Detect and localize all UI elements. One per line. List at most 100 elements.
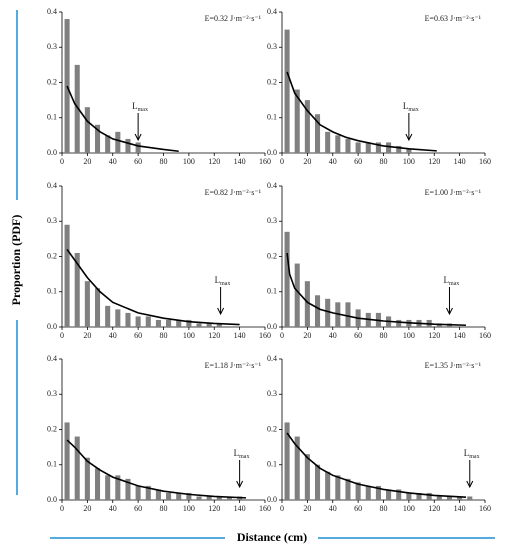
- y-tick-label: 0.3: [267, 42, 277, 51]
- lmax-label: Lmax: [234, 448, 250, 460]
- lmax-label: Lmax: [403, 101, 419, 113]
- y-tick-label: 0.4: [47, 354, 57, 363]
- x-tick-label: 80: [160, 157, 168, 166]
- x-tick-label: 160: [479, 331, 491, 340]
- bar: [304, 100, 310, 153]
- bar: [125, 478, 131, 500]
- bar: [226, 496, 233, 500]
- bar: [436, 323, 442, 327]
- bar: [325, 471, 331, 500]
- x-tick-label: 80: [160, 331, 168, 340]
- lmax-subscript: max: [239, 454, 249, 460]
- x-tick-label: 120: [428, 504, 440, 513]
- lmax-subscript: max: [408, 107, 418, 113]
- y-axis-title: Proportion (PDF): [9, 215, 23, 306]
- y-tick-label: 0.2: [47, 251, 57, 260]
- lmax-text: L: [215, 275, 221, 285]
- lmax-text: L: [132, 101, 138, 111]
- fit-curve: [286, 252, 466, 327]
- bar: [304, 454, 310, 500]
- bar: [314, 114, 321, 153]
- bar: [396, 489, 402, 500]
- bar: [365, 485, 371, 500]
- y-tick-label: 0.4: [267, 181, 277, 190]
- y-tick-label: 0.3: [267, 389, 277, 398]
- bar: [84, 107, 90, 153]
- fit-curve: [286, 71, 437, 152]
- y-tick-label: 0.1: [267, 287, 277, 296]
- annotation: E=0.32 J·m⁻²·s⁻¹: [205, 14, 262, 23]
- bar: [196, 496, 202, 500]
- lmax-subscript: max: [138, 107, 148, 113]
- x-tick-label: 100: [183, 504, 195, 513]
- bar: [166, 492, 172, 500]
- lmax-text: L: [234, 448, 240, 458]
- bar: [84, 457, 90, 500]
- y-tick-label: 0.3: [47, 216, 57, 225]
- lmax-text: L: [403, 101, 409, 111]
- y-tick-label: 0.3: [47, 42, 57, 51]
- bar: [64, 19, 70, 153]
- x-tick-label: 0: [280, 157, 284, 166]
- bar: [64, 422, 70, 500]
- bar: [396, 145, 402, 153]
- x-tick-label: 140: [454, 157, 466, 166]
- bar: [94, 124, 101, 153]
- bar: [345, 478, 351, 500]
- bar: [105, 305, 111, 327]
- annotation: E=0.82 J·m⁻²·s⁻¹: [205, 188, 262, 197]
- x-tick-label: 160: [259, 331, 271, 340]
- bar: [145, 485, 151, 500]
- lmax-subscript: max: [469, 454, 479, 460]
- x-tick-label: 40: [329, 504, 337, 513]
- bar: [345, 138, 351, 153]
- bar: [335, 135, 341, 153]
- fit-curve: [66, 248, 240, 326]
- x-tick-label: 40: [109, 331, 117, 340]
- fit-curve: [66, 439, 247, 499]
- y-tick-label: 0.1: [47, 113, 57, 122]
- bar: [105, 475, 111, 500]
- x-tick-label: 80: [380, 504, 388, 513]
- bar: [94, 468, 101, 500]
- bar: [284, 29, 290, 153]
- y-tick-label: 0.2: [47, 77, 57, 86]
- x-tick-label: 160: [259, 504, 271, 513]
- lmax-label: Lmax: [132, 101, 148, 113]
- bar: [125, 138, 131, 153]
- x-tick-label: 120: [208, 504, 220, 513]
- lmax-text: L: [443, 275, 449, 285]
- annotation: E=1.00 J·m⁻²·s⁻¹: [425, 188, 482, 197]
- bar: [345, 302, 351, 327]
- x-tick-label: 20: [303, 157, 311, 166]
- bar: [406, 149, 412, 153]
- bar: [64, 224, 70, 327]
- x-tick-label: 100: [183, 331, 195, 340]
- bar: [416, 492, 422, 500]
- bar: [446, 496, 453, 500]
- y-tick-label: 0.1: [47, 287, 57, 296]
- y-tick-label: 0.4: [47, 181, 57, 190]
- x-tick-label: 160: [479, 157, 491, 166]
- lmax-text: L: [464, 448, 470, 458]
- y-tick-label: 0.1: [267, 460, 277, 469]
- x-tick-label: 40: [329, 331, 337, 340]
- bar: [135, 142, 141, 153]
- bar: [145, 316, 151, 327]
- fit-curve: [286, 432, 467, 498]
- y-tick-label: 0.0: [267, 148, 277, 157]
- x-tick-label: 20: [83, 331, 91, 340]
- y-tick-label: 0.0: [47, 148, 57, 157]
- annotation: E=0.63 J·m⁻²·s⁻¹: [425, 14, 482, 23]
- bar: [467, 496, 473, 500]
- lmax-arrowhead: [217, 307, 225, 316]
- y-tick-label: 0.4: [267, 7, 277, 16]
- x-tick-label: 60: [354, 157, 362, 166]
- bar: [166, 319, 172, 327]
- lmax-arrowhead: [466, 480, 474, 489]
- bar: [386, 142, 392, 153]
- bar: [406, 492, 412, 500]
- bar: [135, 485, 141, 500]
- x-tick-label: 0: [60, 157, 64, 166]
- bar: [375, 485, 381, 500]
